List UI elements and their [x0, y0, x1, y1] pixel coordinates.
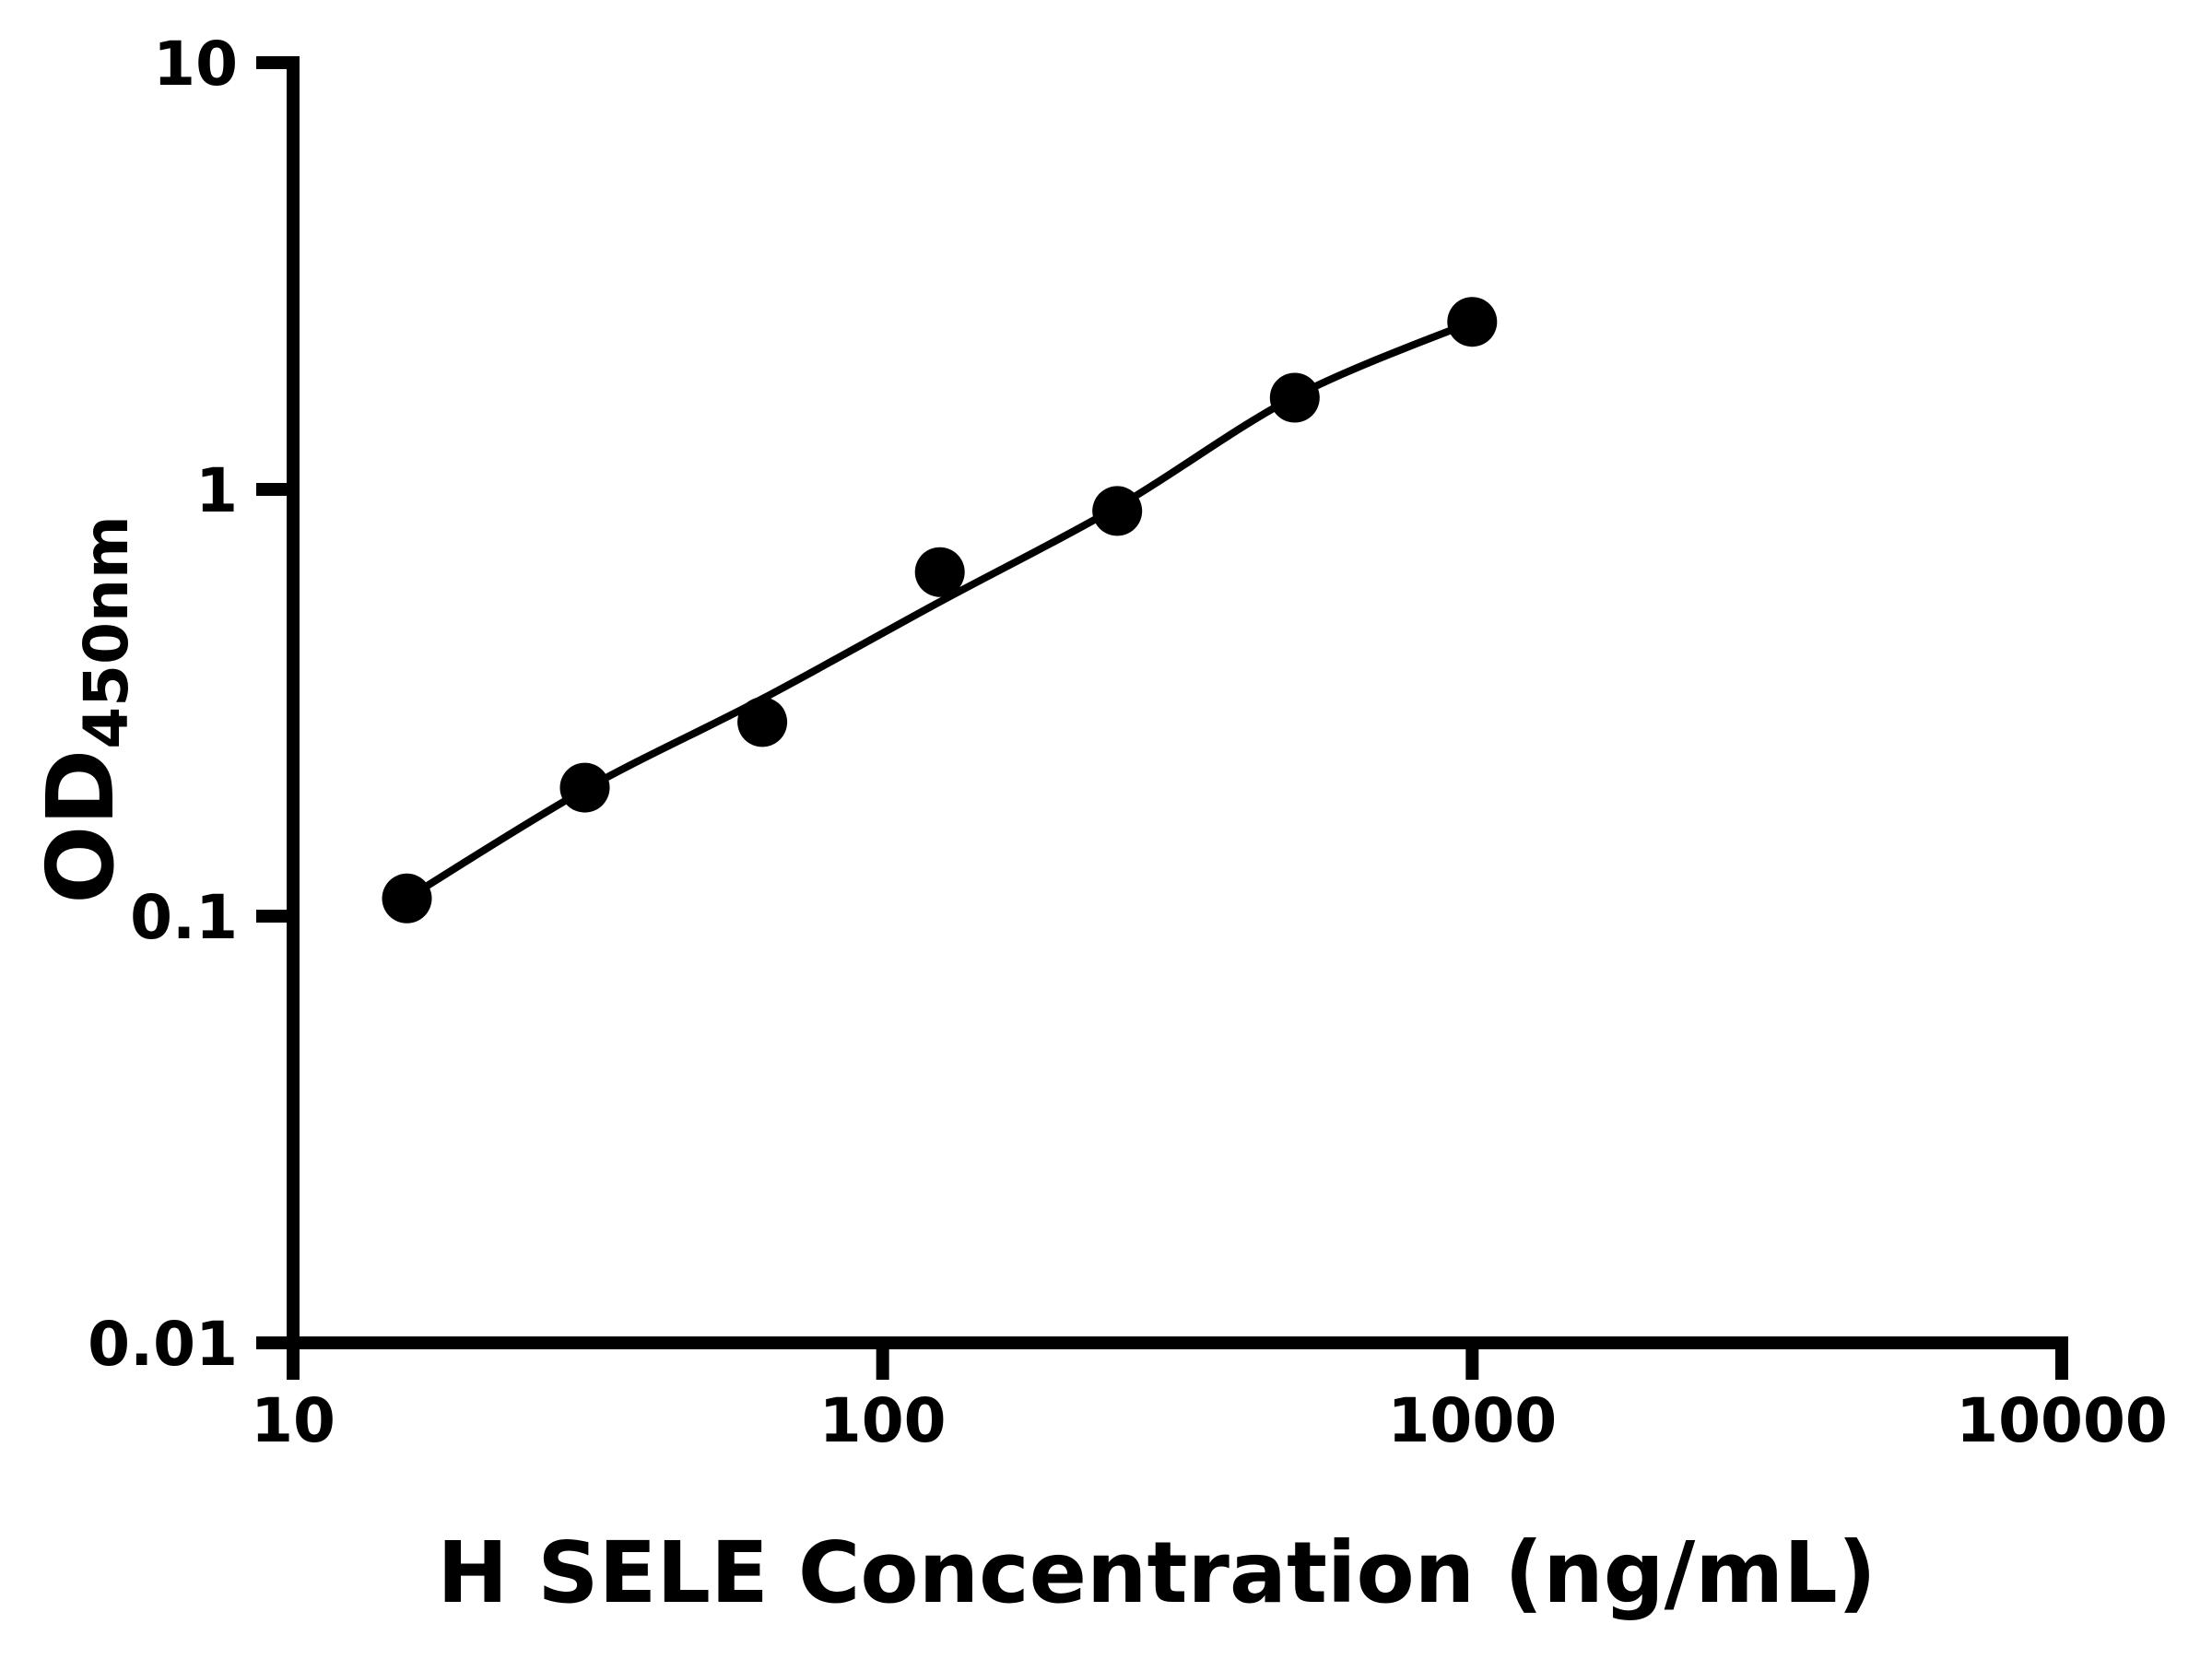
x-tick-label: 10 [251, 1385, 335, 1456]
data-point [1447, 297, 1498, 347]
data-point [382, 873, 432, 924]
y-axis: 10 1 0.1 0.01 [88, 29, 300, 1380]
data-point [1269, 372, 1320, 423]
data-point [559, 762, 610, 813]
y-tick-label: 0.1 [130, 882, 238, 953]
x-axis: 10 100 1000 10000 [251, 1336, 2168, 1456]
x-tick-label: 1000 [1387, 1385, 1557, 1456]
data-point [1092, 486, 1143, 536]
x-tick-label: 10000 [1956, 1385, 2168, 1456]
x-axis-title: H SELE Concentration (ng/mL) [437, 1524, 1876, 1622]
data-point [737, 697, 788, 747]
y-axis-title-subscript: 450nm [71, 515, 142, 749]
y-tick-label: 10 [153, 29, 238, 100]
y-tick-label: 1 [195, 455, 238, 526]
data-point-series [382, 297, 1498, 924]
y-axis-title: OD450nm [27, 515, 142, 904]
y-tick-label: 0.01 [88, 1309, 238, 1380]
x-tick-label: 100 [819, 1385, 947, 1456]
data-point [914, 547, 965, 597]
y-axis-title-main: OD [27, 749, 135, 904]
